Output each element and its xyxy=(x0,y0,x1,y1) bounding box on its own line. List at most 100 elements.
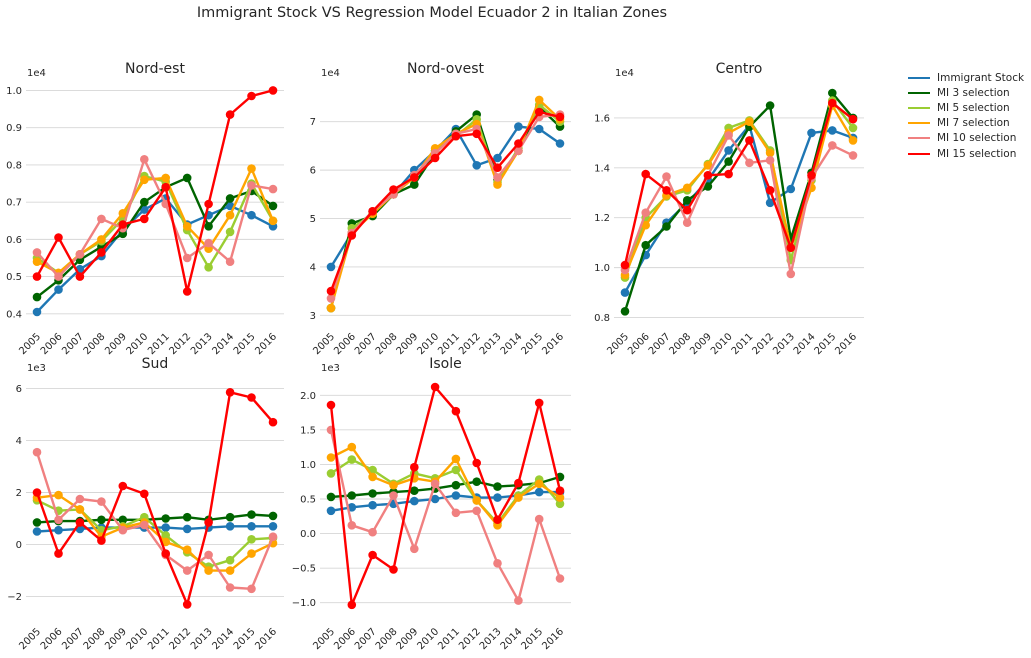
y-tick-label: 5 xyxy=(310,214,316,225)
data-point xyxy=(410,462,419,472)
x-tick-label: 2010 xyxy=(415,331,441,357)
axis-scale-label: 1e4 xyxy=(27,68,46,79)
data-point xyxy=(225,227,235,237)
data-point xyxy=(326,506,336,516)
data-point xyxy=(641,240,650,250)
data-point xyxy=(765,148,775,158)
data-point xyxy=(534,107,544,117)
data-point xyxy=(703,161,713,170)
data-point xyxy=(118,220,128,229)
data-point xyxy=(534,514,544,524)
x-tick-label: 2010 xyxy=(415,626,441,652)
series-line xyxy=(623,91,854,312)
data-point xyxy=(472,506,482,516)
data-point xyxy=(268,522,278,531)
x-tick-label: 2010 xyxy=(125,626,151,652)
data-point xyxy=(786,269,796,279)
data-point xyxy=(140,489,149,499)
data-point xyxy=(204,263,213,272)
data-point xyxy=(451,131,461,141)
data-point xyxy=(182,566,192,575)
data-point xyxy=(514,139,523,148)
data-point xyxy=(472,477,482,487)
y-tick-label: 1.6 xyxy=(594,113,610,124)
series-line xyxy=(36,174,275,275)
data-point xyxy=(765,101,775,110)
data-point xyxy=(225,388,235,397)
x-tick-label: 2008 xyxy=(374,331,400,357)
data-point xyxy=(140,520,149,530)
x-tick-label: 2005 xyxy=(605,331,631,357)
data-point xyxy=(368,500,377,510)
data-point xyxy=(75,272,85,281)
x-tick-label: 2016 xyxy=(253,331,279,357)
data-point xyxy=(97,497,106,506)
data-point xyxy=(620,307,630,316)
y-tick-label: 6 xyxy=(310,166,316,177)
legend-swatch xyxy=(908,137,930,140)
data-point xyxy=(430,382,440,392)
data-point xyxy=(514,122,523,131)
data-point xyxy=(534,479,544,489)
panel-title: Sud xyxy=(142,356,169,372)
x-tick-label: 2005 xyxy=(311,331,337,357)
data-point xyxy=(765,198,775,208)
data-point xyxy=(430,153,440,163)
x-tick-label: 2010 xyxy=(125,331,151,357)
data-point xyxy=(118,515,128,525)
data-point xyxy=(225,210,235,220)
legend-swatch xyxy=(908,122,930,125)
data-point xyxy=(514,493,523,502)
legend-swatch xyxy=(908,76,930,79)
axis-scale-label: 1e4 xyxy=(615,68,634,79)
data-point xyxy=(161,514,170,523)
data-point xyxy=(326,262,336,272)
legend-label: MI 10 selection xyxy=(937,132,1017,145)
data-point xyxy=(514,478,523,488)
data-point xyxy=(451,508,461,518)
data-point xyxy=(32,527,42,536)
data-point xyxy=(326,469,336,478)
panel-title: Nord-est xyxy=(125,61,185,77)
data-point xyxy=(225,583,235,592)
data-point xyxy=(32,307,42,317)
data-point xyxy=(54,490,63,500)
data-point xyxy=(745,117,754,126)
chart-panel: Sud 1e3 −2 0 2 4 6 2005200620072008200920102011… xyxy=(7,356,284,652)
data-point xyxy=(247,535,256,544)
y-tick-label: 0.5 xyxy=(6,272,22,283)
y-tick-label: 1.0 xyxy=(594,263,610,274)
data-point xyxy=(368,550,377,560)
panel-title: Isole xyxy=(429,356,462,372)
data-point xyxy=(828,126,837,135)
data-point xyxy=(54,515,63,525)
data-point xyxy=(204,222,213,231)
data-point xyxy=(268,511,278,521)
data-point xyxy=(389,185,398,194)
series-line xyxy=(623,101,854,266)
x-tick-label: 2012 xyxy=(457,626,483,652)
data-point xyxy=(347,442,357,452)
x-tick-label: 2006 xyxy=(332,626,358,652)
data-point xyxy=(555,499,565,509)
legend-swatch xyxy=(908,91,930,94)
data-point xyxy=(682,196,692,205)
series-line xyxy=(623,134,854,276)
data-point xyxy=(204,199,213,209)
data-point xyxy=(430,479,440,489)
data-point xyxy=(54,285,63,294)
data-point xyxy=(662,222,671,231)
data-point xyxy=(662,172,671,181)
data-point xyxy=(765,156,775,165)
y-tick-label: 2 xyxy=(16,488,22,499)
data-point xyxy=(54,233,63,242)
data-point xyxy=(493,180,502,189)
data-point xyxy=(368,472,377,482)
y-tick-label: 0.6 xyxy=(6,235,22,246)
y-tick-label: 0.8 xyxy=(6,160,22,171)
data-point xyxy=(140,197,149,207)
data-point xyxy=(724,169,733,179)
data-point xyxy=(828,98,837,108)
data-point xyxy=(807,171,816,180)
series-line xyxy=(329,110,561,292)
